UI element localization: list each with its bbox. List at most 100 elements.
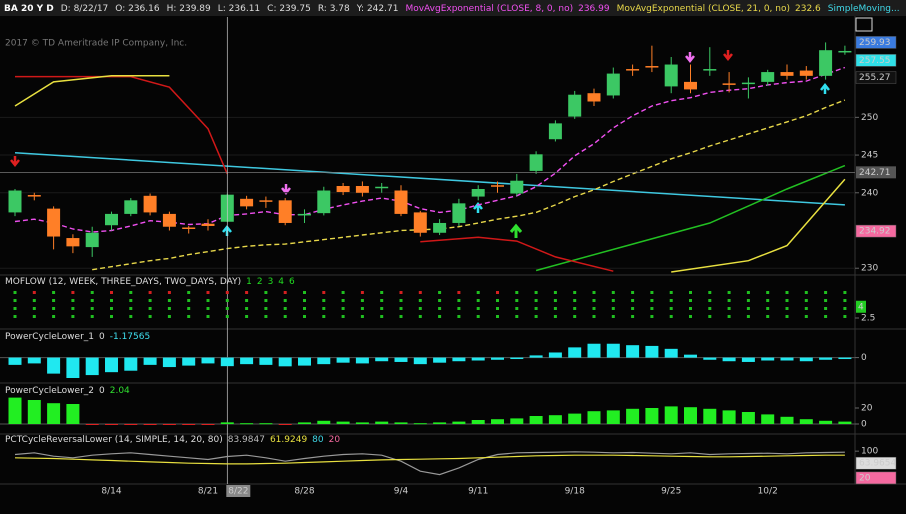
signal-dot	[766, 315, 770, 318]
candle-body	[529, 154, 543, 171]
trend-line	[671, 178, 846, 273]
signal-dot	[32, 299, 36, 302]
header-field: R: 3.78	[318, 4, 350, 14]
x-tick-label: 9/25	[661, 487, 681, 497]
bar	[645, 408, 659, 424]
panel-name: PowerCycleLower_2	[5, 386, 94, 396]
bar	[394, 422, 408, 424]
signal-dot	[303, 299, 306, 302]
y-tick-label: 0	[861, 353, 867, 363]
signal-dot	[283, 299, 287, 302]
signal-dot	[766, 307, 770, 310]
price-marker	[855, 471, 897, 485]
bar	[394, 357, 408, 362]
cursor-date-box	[226, 485, 251, 497]
x-tick-label: 8/21	[198, 487, 218, 497]
signal-dot	[148, 291, 152, 294]
signal-dot	[766, 291, 770, 294]
bar	[780, 416, 794, 424]
bar	[548, 352, 562, 358]
candle-body	[664, 64, 678, 87]
signal-dot	[496, 315, 499, 318]
expand-icon[interactable]	[855, 17, 873, 32]
signal-dot	[689, 307, 692, 310]
signal-dot	[496, 291, 499, 294]
bar	[66, 404, 80, 424]
bar	[47, 357, 61, 374]
signal-dot	[553, 307, 557, 310]
line	[14, 451, 845, 476]
signal-dot	[534, 291, 538, 294]
candle-body	[606, 73, 620, 96]
signal-dot	[90, 307, 94, 310]
signal-dot	[167, 315, 171, 318]
signal-dot	[476, 315, 480, 318]
bar	[278, 424, 292, 425]
bar	[433, 357, 447, 363]
bar	[568, 347, 582, 358]
signal-dot	[669, 315, 673, 318]
signal-dot	[727, 299, 731, 302]
panel-param: 1	[246, 277, 252, 287]
signal-dot	[592, 291, 596, 294]
signal-dot	[553, 315, 557, 318]
bar	[105, 357, 118, 373]
candle-body	[162, 213, 176, 227]
candle-body	[722, 83, 736, 85]
signal-dot	[457, 307, 461, 310]
signal-dot	[32, 307, 36, 310]
bar	[8, 397, 22, 424]
signal-dot	[843, 291, 847, 294]
panel-param: 2	[257, 277, 263, 287]
bar	[143, 357, 157, 365]
bar	[471, 420, 485, 424]
bar	[182, 424, 196, 425]
trend-line	[14, 152, 845, 206]
candle-body	[201, 223, 215, 226]
signal-dot	[13, 299, 17, 302]
trend-line	[420, 236, 614, 272]
bar	[626, 408, 640, 424]
signal-dot	[380, 291, 384, 294]
signal-dot	[785, 291, 789, 294]
signal-dot	[650, 307, 654, 310]
signal-dot	[380, 299, 384, 302]
bar	[375, 357, 389, 362]
signal-dot	[341, 315, 345, 318]
candle-body	[278, 200, 292, 223]
signal-dot	[110, 315, 113, 318]
signal-dot	[785, 299, 789, 302]
signal-dot	[804, 307, 808, 310]
signal-dot	[843, 307, 847, 310]
bar	[780, 357, 794, 361]
signal-dot	[611, 315, 615, 318]
signal-dot	[418, 291, 422, 294]
y-tick-label: 240	[861, 188, 878, 198]
bar	[220, 422, 234, 424]
price-marker-label: 259.93	[859, 38, 891, 48]
signal-dot	[534, 315, 538, 318]
bar	[510, 357, 524, 360]
signal-dot	[283, 307, 287, 310]
candle-body	[66, 238, 80, 247]
signal-dot	[32, 315, 36, 318]
bar	[799, 419, 813, 424]
bar	[8, 357, 22, 365]
bar	[298, 422, 311, 424]
header-field: H: 239.89	[167, 4, 211, 14]
signal-dot	[380, 315, 384, 318]
candle-body	[143, 195, 157, 213]
candle-body	[645, 66, 659, 68]
candle-body	[761, 72, 775, 82]
signal-dot	[727, 291, 731, 294]
bar	[220, 357, 234, 367]
signal-dot	[245, 299, 249, 302]
signal-dot	[148, 307, 152, 310]
signal-dot	[669, 291, 673, 294]
signal-dot	[457, 315, 461, 318]
signal-dot	[129, 307, 133, 310]
signal-dot	[824, 291, 828, 294]
signal-arrow	[723, 50, 733, 62]
candle-body	[819, 50, 833, 76]
signal-dot	[110, 291, 113, 294]
